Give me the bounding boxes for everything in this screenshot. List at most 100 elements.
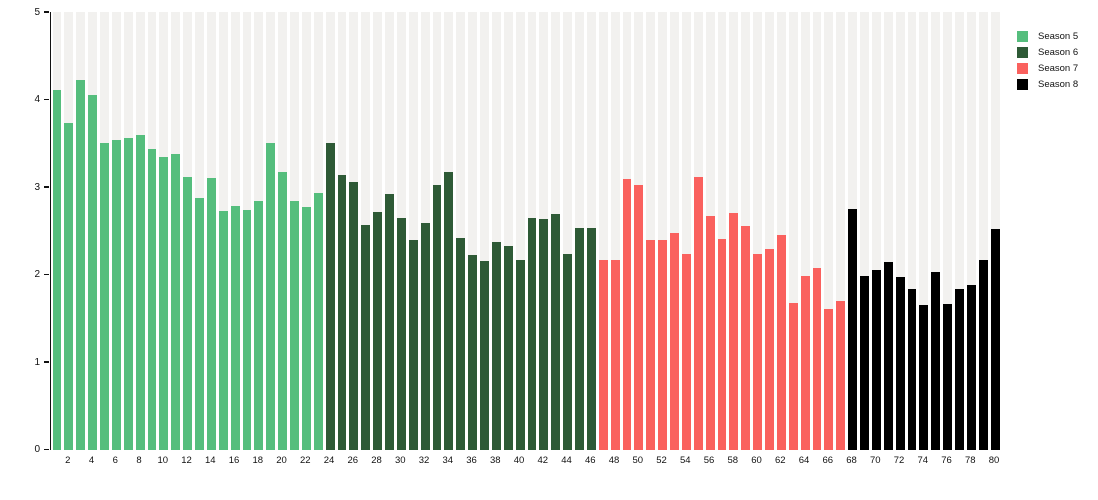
bar-episode-7	[123, 138, 133, 450]
bar-episode-6	[111, 139, 121, 450]
bar-episode-31	[408, 240, 418, 450]
x-axis-tick-label: 54	[680, 455, 691, 466]
bar-episode-1	[52, 89, 62, 450]
x-axis-tick-label: 12	[181, 455, 192, 466]
bar-episode-72	[895, 277, 905, 450]
legend-item-season-5: Season 5	[1017, 31, 1078, 42]
bar-episode-13	[195, 197, 204, 450]
bar-episode-9	[147, 149, 157, 450]
bar-episode-35	[456, 237, 466, 450]
bar-background-stripe	[646, 12, 656, 450]
x-axis-tick-label: 78	[965, 455, 976, 466]
bar-episode-22	[301, 207, 311, 450]
x-axis-tick-label: 52	[656, 455, 667, 466]
bar-episode-53	[670, 232, 679, 450]
bar-episode-12	[183, 177, 192, 450]
bar-episode-67	[836, 300, 846, 450]
bar-background-stripe	[943, 12, 952, 450]
bar-background-stripe	[800, 12, 810, 450]
bar-episode-46	[586, 228, 596, 450]
legend-label-season-5: Season 5	[1038, 31, 1079, 42]
bar-background-stripe	[883, 12, 893, 450]
bar-episode-20	[278, 172, 287, 450]
bar-background-stripe	[491, 12, 501, 450]
x-axis-tick-label: 18	[252, 455, 264, 466]
x-axis-tick-label: 20	[276, 455, 287, 466]
bar-episode-47	[598, 259, 608, 450]
x-axis-tick-label: 58	[727, 455, 739, 466]
bar-background-stripe	[966, 12, 976, 450]
bar-background-stripe	[824, 12, 834, 450]
bar-episode-68	[848, 208, 857, 450]
y-axis-tick	[44, 186, 49, 188]
bar-episode-40	[515, 259, 525, 450]
x-axis-tick-label: 26	[347, 455, 359, 466]
bar-episode-51	[646, 240, 656, 450]
x-axis-tick-label: 28	[371, 455, 382, 466]
x-axis-tick-label: 60	[751, 455, 762, 466]
legend-swatch-season-6	[1017, 47, 1028, 58]
bar-episode-49	[622, 179, 632, 450]
legend-label-season-7: Season 7	[1038, 63, 1079, 74]
x-axis-tick-label: 46	[585, 455, 596, 466]
y-axis-tick-label: 0	[34, 444, 40, 455]
bar-background-stripe	[788, 12, 798, 450]
bar-episode-60	[753, 253, 762, 450]
bar-episode-2	[64, 123, 74, 450]
bar-episode-41	[527, 217, 537, 450]
bar-episode-32	[420, 222, 430, 450]
legend-swatch-season-8	[1017, 79, 1028, 90]
bar-episode-21	[290, 201, 299, 450]
x-axis-tick-label: 8	[136, 455, 142, 466]
bar-episode-4	[88, 95, 97, 450]
bar-episode-80	[990, 229, 1000, 450]
bar-episode-77	[955, 289, 964, 450]
bar-episode-44	[563, 254, 572, 450]
legend-item-season-6: Season 6	[1017, 47, 1078, 58]
bar-background-stripe	[468, 12, 477, 450]
bar-background-stripe	[860, 12, 869, 450]
bar-episode-24	[325, 143, 335, 450]
bar-episode-63	[788, 302, 798, 450]
bar-background-stripe	[717, 12, 727, 450]
x-axis-tick-label: 34	[442, 455, 454, 466]
x-axis-tick-label: 74	[917, 455, 929, 466]
x-axis-tick-label: 42	[537, 455, 549, 466]
bar-episode-10	[159, 157, 169, 450]
legend-item-season-8: Season 8	[1017, 79, 1078, 90]
x-axis-tick-label: 4	[88, 455, 95, 466]
bar-episode-55	[693, 177, 703, 450]
bar-episode-11	[171, 153, 181, 450]
bar-background-stripe	[931, 12, 941, 450]
bar-background-stripe	[408, 12, 418, 450]
x-axis-tick-label: 30	[395, 455, 406, 466]
bar-episode-5	[100, 143, 109, 450]
bar-episode-29	[385, 194, 394, 450]
bar-episode-45	[575, 228, 584, 450]
x-axis-tick-label: 40	[513, 455, 525, 466]
bar-background-stripe	[753, 12, 762, 450]
bar-episode-52	[658, 240, 667, 450]
bar-episode-76	[943, 304, 952, 450]
bar-episode-34	[444, 172, 454, 450]
bar-background-stripe	[515, 12, 525, 450]
x-axis-tick-label: 68	[846, 455, 857, 466]
x-axis-tick-label: 50	[632, 455, 644, 466]
bar-episode-33	[432, 185, 442, 450]
x-axis-tick-label: 64	[798, 455, 810, 466]
bar-background-stripe	[871, 12, 881, 450]
bar-episode-23	[313, 193, 323, 450]
bar-episode-3	[76, 80, 86, 450]
y-axis-tick-label: 3	[34, 181, 40, 193]
bar-episode-54	[681, 254, 691, 450]
bar-episode-69	[860, 276, 869, 450]
x-axis-tick-label: 24	[323, 455, 335, 466]
bar-episode-50	[634, 185, 644, 450]
x-axis-tick-label: 66	[822, 455, 834, 466]
bar-episode-43	[551, 214, 561, 450]
bar-episode-39	[503, 245, 513, 450]
bar-background-stripe	[907, 12, 917, 450]
bar-episode-59	[741, 226, 751, 450]
bar-episode-75	[931, 271, 941, 450]
bar-background-stripe	[978, 12, 988, 450]
